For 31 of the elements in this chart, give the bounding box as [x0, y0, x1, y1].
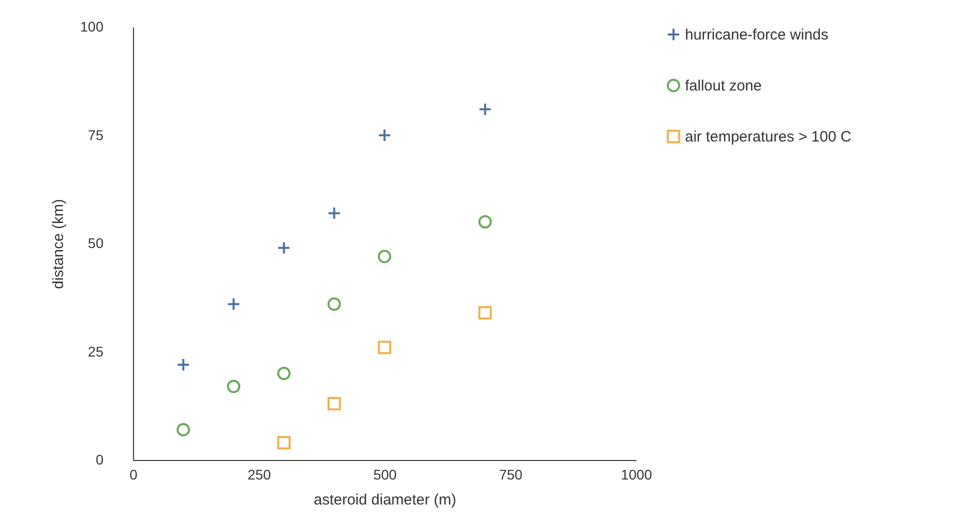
x-tick-label: 250 [248, 466, 272, 482]
point [478, 215, 492, 229]
point [277, 436, 291, 450]
point [328, 297, 341, 311]
y-tick-label: 100 [80, 18, 104, 34]
point [226, 297, 240, 311]
point [478, 102, 492, 116]
legend-label: hurricane-force winds [685, 26, 828, 44]
y-tick-label: 0 [96, 452, 104, 468]
x-tick-label: 1000 [620, 466, 652, 482]
y-axis-title: distance (km) [50, 198, 68, 290]
legend-label: fallout zone [685, 78, 762, 94]
point [226, 380, 240, 394]
point [378, 128, 392, 142]
point [176, 358, 190, 372]
point [378, 250, 392, 264]
point [478, 306, 492, 320]
point [176, 423, 190, 436]
point [328, 206, 341, 220]
point [277, 241, 291, 255]
legend-label: air temperatures > 100 C [685, 128, 852, 146]
point [328, 397, 341, 410]
point [378, 340, 392, 354]
x-tick-label: 0 [130, 466, 138, 482]
x-tick-label: 750 [499, 466, 523, 482]
point [277, 366, 291, 380]
x-axis-title: asteroid diameter (m) [314, 492, 456, 508]
x-tick-label: 500 [373, 466, 397, 482]
y-tick-label: 50 [88, 235, 104, 251]
y-tick-label: 75 [88, 126, 104, 143]
y-tick-label: 25 [88, 343, 104, 360]
